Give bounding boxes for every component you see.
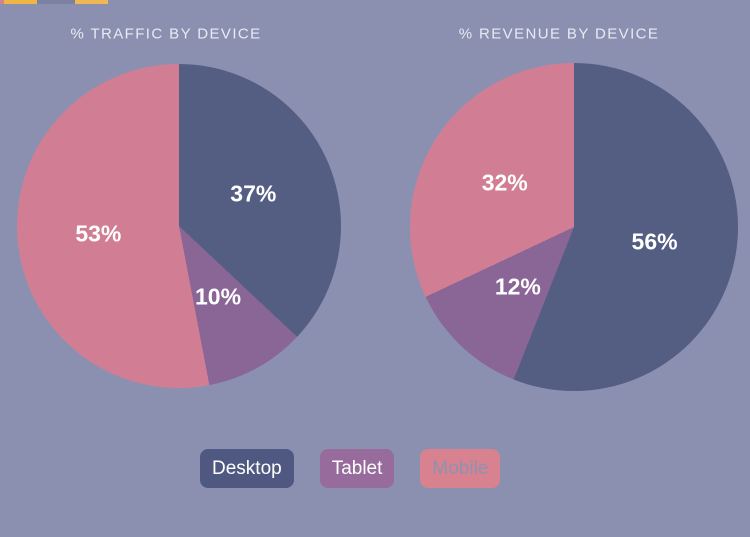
legend-desktop-button[interactable]: Desktop	[200, 449, 294, 488]
revenue-slice-label-mobile: 32%	[481, 169, 528, 196]
revenue-slice-label-tablet: 12%	[494, 273, 541, 300]
device-legend: Desktop Tablet Mobile	[200, 449, 501, 488]
traffic-slice-label-tablet: 10%	[194, 283, 242, 310]
traffic-pie[interactable]: 37% 10% 53%	[17, 64, 341, 388]
legend-tablet-button[interactable]: Tablet	[319, 449, 395, 488]
traffic-slice-label-desktop: 37%	[230, 180, 277, 207]
revenue-slice-label-desktop: 56%	[631, 228, 678, 255]
top-strip-segment-pink	[0, 0, 4, 4]
top-strip-segment-slate-gap	[37, 0, 75, 4]
top-strip-segment-orange-left	[4, 0, 37, 4]
top-strip-segment-orange-right	[75, 0, 108, 4]
traffic-chart-title: % TRAFFIC BY DEVICE	[70, 25, 262, 43]
revenue-chart-title: % REVENUE BY DEVICE	[458, 25, 660, 43]
legend-mobile-button[interactable]: Mobile	[420, 449, 501, 488]
top-strip	[0, 0, 750, 4]
traffic-slice-label-mobile: 53%	[75, 220, 122, 247]
revenue-pie[interactable]: 56% 12% 32%	[410, 63, 738, 391]
